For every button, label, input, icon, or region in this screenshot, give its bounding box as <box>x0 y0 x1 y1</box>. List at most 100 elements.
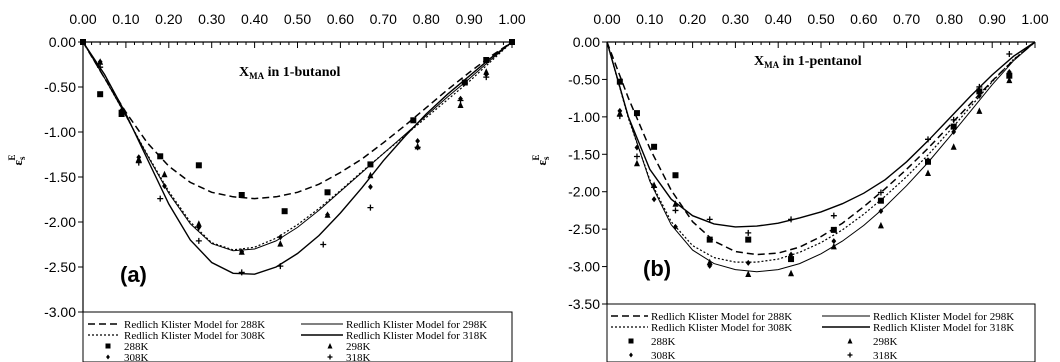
data-point-plus <box>616 113 623 120</box>
legend-marker-square <box>105 343 111 349</box>
y-tick-label: -0.50 <box>568 71 600 87</box>
legend-label: Redlich Klister Model for 308K <box>651 322 792 334</box>
data-point-square <box>157 153 164 160</box>
y-tick-label: -2.50 <box>568 221 600 237</box>
data-point-diamond <box>162 183 167 189</box>
data-point-diamond <box>196 224 202 231</box>
legend-label: 288K <box>124 341 149 353</box>
x-tick-label: 0.90 <box>455 11 482 27</box>
x-tick-label: 0.10 <box>636 11 663 27</box>
data-point-plus <box>195 237 202 244</box>
panel-tag: (a) <box>120 262 147 287</box>
legend-label: 298K <box>346 341 371 353</box>
y-tick-label: -3.00 <box>568 259 600 275</box>
legend-label: 308K <box>651 350 676 362</box>
x-tick-label: 0.90 <box>979 11 1006 27</box>
x-tick-label: 0.30 <box>198 11 225 27</box>
data-point-square <box>788 256 795 263</box>
data-point-square <box>616 78 623 85</box>
y-tick-label: -1.00 <box>44 124 76 140</box>
data-point-diamond <box>634 144 640 151</box>
data-point-square <box>80 39 86 45</box>
legend-label: Redlich Klister Model for 318K <box>346 330 487 342</box>
data-point-triangle <box>195 220 202 227</box>
legend-box <box>606 303 1036 362</box>
data-point-triangle <box>976 107 983 114</box>
data-point-square <box>830 226 837 233</box>
y-tick-label: -3.00 <box>44 304 76 320</box>
data-point-diamond <box>788 251 794 258</box>
x-tick-label: 0.10 <box>112 11 139 27</box>
data-point-square <box>633 110 640 117</box>
data-point-triangle <box>925 169 931 176</box>
x-tick-label: 0.40 <box>765 11 792 27</box>
data-point-diamond <box>831 238 837 245</box>
legend-label: 288K <box>651 336 676 348</box>
data-point-square <box>706 236 713 243</box>
data-point-diamond <box>97 58 103 65</box>
data-point-triangle <box>457 101 464 108</box>
data-point-triangle <box>672 200 679 207</box>
legend-marker-triangle <box>327 343 333 349</box>
data-point-triangle <box>830 242 837 250</box>
legend-label: Redlich Klister Model for 318K <box>873 322 1014 334</box>
data-point-triangle <box>877 221 884 229</box>
data-point-triangle <box>1006 76 1013 84</box>
y-tick-label: -1.50 <box>44 169 76 185</box>
data-point-diamond <box>707 262 713 269</box>
legend-marker-diamond <box>106 354 110 360</box>
model-curve <box>606 41 1036 263</box>
data-point-square <box>509 39 515 45</box>
data-point-square <box>745 236 752 243</box>
y-tick-label: -3.50 <box>568 296 600 312</box>
data-point-triangle <box>950 143 957 150</box>
panel-tag: (b) <box>643 256 671 281</box>
data-point-diamond <box>617 107 623 114</box>
data-point-diamond <box>951 128 957 135</box>
legend-label: Redlich Klister Model for 298K <box>873 311 1014 323</box>
data-point-triangle <box>633 159 640 167</box>
y-tick-label: -2.00 <box>568 184 600 200</box>
legend-box <box>82 311 513 362</box>
y-tick-label: 0.00 <box>49 34 76 50</box>
x-tick-label: 0.70 <box>893 11 920 27</box>
y-tick-label: 0.00 <box>573 34 600 50</box>
data-point-plus <box>672 207 679 214</box>
data-point-plus <box>830 212 837 219</box>
data-point-diamond <box>239 248 245 255</box>
y-tick-label: -1.00 <box>568 109 600 125</box>
data-point-plus <box>745 229 752 236</box>
data-point-plus <box>414 144 421 151</box>
data-point-plus <box>877 189 884 196</box>
data-point-square <box>976 88 983 95</box>
x-tick-label: 1.00 <box>1021 11 1048 27</box>
model-curve <box>82 41 513 200</box>
x-tick-label: 1.00 <box>498 11 525 27</box>
data-point-triangle <box>161 170 168 178</box>
data-point-diamond <box>277 234 283 241</box>
x-tick-label: 0.20 <box>679 11 706 27</box>
data-point-plus <box>706 216 713 223</box>
data-point-square <box>195 162 202 169</box>
data-point-diamond <box>136 154 142 161</box>
data-point-triangle <box>706 258 713 266</box>
data-point-square <box>281 208 288 215</box>
panel-b: 0.00 0.10 0.20 0.30 0.40 0.50 0.60 0.70 0.80 0.90… <box>531 11 1049 362</box>
x-tick-label: 0.20 <box>155 11 182 27</box>
data-point-diamond <box>325 211 330 218</box>
data-point-plus <box>367 204 374 211</box>
data-point-diamond <box>976 92 982 99</box>
data-point-plus <box>135 159 142 166</box>
data-point-square <box>367 161 374 168</box>
x-tick-label: 0.30 <box>722 11 749 27</box>
panel-title: XMA in 1-butanol <box>239 65 340 81</box>
data-point-triangle <box>277 240 284 247</box>
data-point-plus <box>1006 50 1013 57</box>
data-point-square <box>410 117 417 124</box>
data-point-square <box>483 57 490 63</box>
legend-marker-diamond <box>629 352 633 358</box>
data-point-diamond <box>651 196 657 203</box>
model-curve <box>82 41 513 275</box>
data-point-plus <box>651 184 658 191</box>
